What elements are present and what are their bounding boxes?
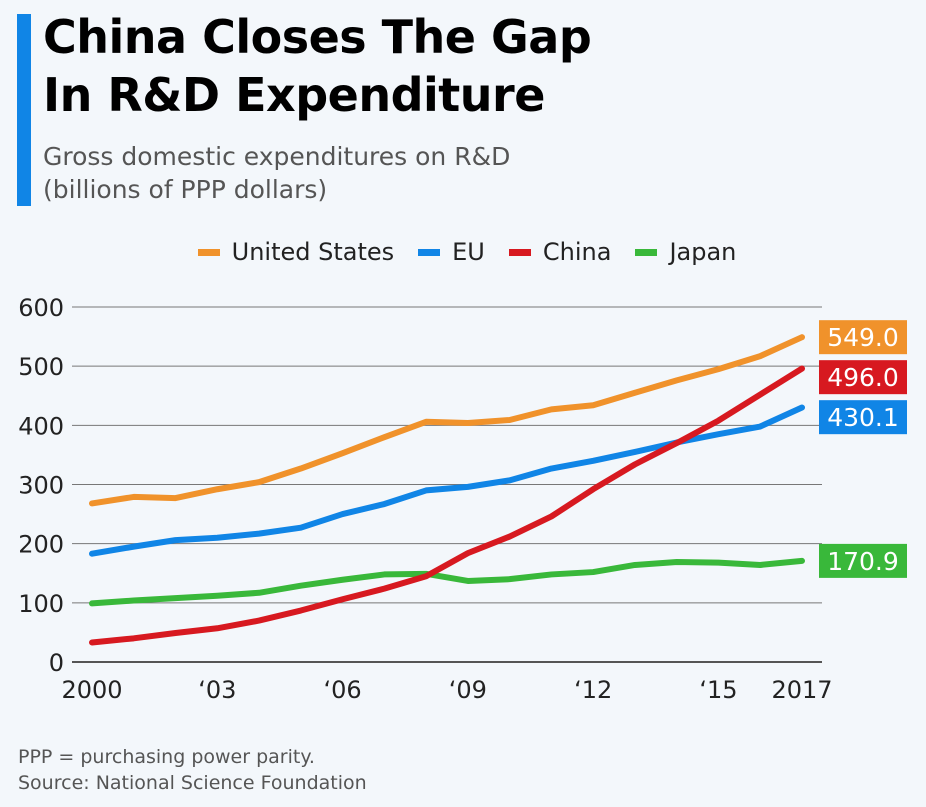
end-label-united-states: 549.0 <box>819 320 907 355</box>
x-tick-label: 2000 <box>61 676 122 704</box>
footnote: PPP = purchasing power parity. <box>18 746 315 768</box>
series-line-china <box>89 365 805 646</box>
end-label-box <box>819 360 907 395</box>
chart-footer: PPP = purchasing power parity. Source: N… <box>18 744 367 796</box>
x-tick-label: ‘06 <box>324 676 362 704</box>
title-line-1: China Closes The Gap <box>43 10 592 64</box>
gridlines <box>72 306 822 663</box>
subtitle-line-1: Gross domestic expenditures on R&D <box>43 142 511 171</box>
y-tick-label: 500 <box>18 353 64 381</box>
title-accent-bar <box>17 14 31 206</box>
legend-item-japan: Japan <box>635 238 736 266</box>
legend-item-china: China <box>508 238 612 266</box>
end-value-labels: 549.0 496.0 430.1 170.9 <box>819 320 907 578</box>
y-axis-ticks: 0 100 200 300 400 500 600 <box>18 294 64 677</box>
y-tick-label: 0 <box>49 649 64 677</box>
legend-label-japan: Japan <box>669 238 737 266</box>
end-label-box <box>819 320 907 355</box>
legend-swatch-eu <box>418 248 441 256</box>
legend-swatch-japan <box>635 248 658 256</box>
x-tick-label: ‘03 <box>198 676 236 704</box>
series-lines <box>89 334 805 646</box>
y-tick-label: 300 <box>18 472 64 500</box>
end-label-value: 170.9 <box>827 547 899 576</box>
series-line-japan <box>89 557 805 607</box>
end-label-value: 496.0 <box>827 363 899 392</box>
chart-title: China Closes The Gap In R&D Expenditure <box>43 8 592 124</box>
legend-item-eu: EU <box>418 238 485 266</box>
y-tick-label: 200 <box>18 531 64 559</box>
chart-legend: United States EU China Japan <box>0 238 926 266</box>
chart-subtitle: Gross domestic expenditures on R&D (bill… <box>43 140 510 206</box>
x-tick-label: ‘15 <box>699 676 737 704</box>
y-tick-label: 100 <box>18 590 64 618</box>
end-label-box <box>819 400 907 435</box>
legend-label-eu: EU <box>452 238 485 266</box>
end-label-japan: 170.9 <box>819 543 907 578</box>
title-line-2: In R&D Expenditure <box>43 68 545 122</box>
legend-swatch-us <box>197 248 220 256</box>
end-label-value: 430.1 <box>827 403 899 432</box>
x-tick-label: 2017 <box>771 676 832 704</box>
source-note: Source: National Science Foundation <box>18 772 367 794</box>
end-label-china: 496.0 <box>819 360 907 395</box>
y-tick-label: 400 <box>18 412 64 440</box>
legend-label-china: China <box>542 238 612 266</box>
series-line-united-states <box>89 334 805 507</box>
end-label-value: 549.0 <box>827 323 899 352</box>
x-tick-label: ‘12 <box>574 676 612 704</box>
subtitle-line-2: (billions of PPP dollars) <box>43 175 328 204</box>
x-axis-ticks: 2000 ‘03 ‘06 ‘09 ‘12 ‘15 2017 <box>61 676 832 704</box>
legend-swatch-china <box>508 248 531 256</box>
y-tick-label: 600 <box>18 294 64 322</box>
end-label-box <box>819 543 907 578</box>
legend-item-us: United States <box>197 238 395 266</box>
x-tick-label: ‘09 <box>449 676 487 704</box>
legend-label-us: United States <box>231 238 395 266</box>
end-label-eu: 430.1 <box>819 400 907 435</box>
series-line-eu <box>89 404 805 557</box>
